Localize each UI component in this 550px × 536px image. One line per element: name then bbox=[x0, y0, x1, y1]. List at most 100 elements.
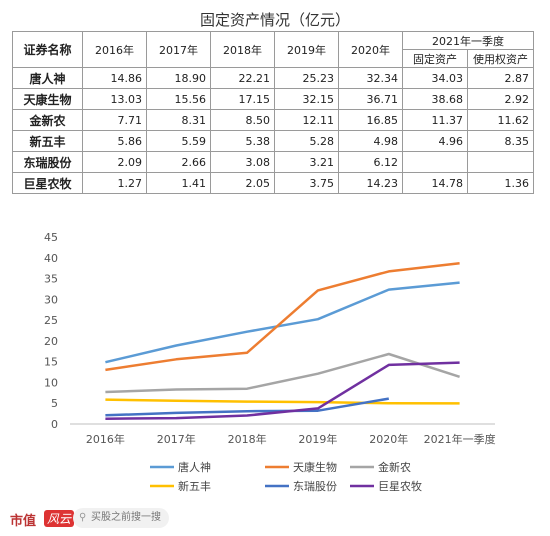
header-right-of-use-assets: 使用权资产 bbox=[467, 49, 534, 68]
series-line-4 bbox=[105, 397, 390, 417]
row-security-name: 金新农 bbox=[12, 109, 83, 131]
header-year: 2016年 bbox=[82, 31, 147, 68]
table-cell: 5.28 bbox=[274, 130, 339, 152]
brand-logo-accent: 风云 bbox=[44, 510, 75, 527]
table-cell: 16.85 bbox=[338, 109, 403, 131]
table-cell: 38.68 bbox=[402, 88, 468, 110]
table-cell: 13.03 bbox=[82, 88, 147, 110]
y-tick-label: 45 bbox=[44, 231, 58, 244]
search-icon: ⚲ bbox=[79, 512, 87, 523]
y-tick-label: 35 bbox=[44, 273, 58, 286]
y-tick-label: 25 bbox=[44, 314, 58, 327]
x-tick-label: 2021年一季度 bbox=[424, 432, 496, 446]
table-cell: 2.92 bbox=[467, 88, 534, 110]
row-security-name: 天康生物 bbox=[12, 88, 83, 110]
legend-label: 金新农 bbox=[378, 460, 411, 474]
table-row: 巨星农牧 1.27 1.41 2.05 3.75 14.23 14.78 1.36 bbox=[12, 172, 534, 194]
header-year: 2018年 bbox=[210, 31, 275, 68]
table-cell: 32.15 bbox=[274, 88, 339, 110]
series-line-1 bbox=[105, 262, 460, 372]
x-tick-label: 2017年 bbox=[157, 432, 196, 446]
y-tick-label: 10 bbox=[44, 376, 58, 389]
table-cell: 8.31 bbox=[146, 109, 211, 131]
table-cell: 22.21 bbox=[210, 67, 275, 89]
y-tick-label: 30 bbox=[44, 293, 58, 306]
legend-label: 东瑞股份 bbox=[293, 479, 337, 493]
header-security-name: 证券名称 bbox=[12, 31, 83, 68]
row-security-name: 唐人神 bbox=[12, 67, 83, 89]
header-year: 2017年 bbox=[146, 31, 211, 68]
table-row: 天康生物 13.03 15.56 17.15 32.15 36.71 38.68 2.92 bbox=[12, 88, 534, 110]
table-row: 东瑞股份 2.09 2.66 3.08 3.21 6.12 bbox=[12, 151, 534, 173]
table-cell bbox=[402, 151, 468, 173]
table-cell: 1.27 bbox=[82, 172, 147, 194]
table-cell: 8.50 bbox=[210, 109, 275, 131]
brand-logo: 市值 bbox=[10, 514, 37, 529]
table-cell: 7.71 bbox=[82, 109, 147, 131]
table-cell: 2.05 bbox=[210, 172, 275, 194]
table-cell: 2.09 bbox=[82, 151, 147, 173]
x-tick-label: 2018年 bbox=[228, 432, 267, 446]
legend-label: 唐人神 bbox=[178, 460, 211, 474]
table-cell bbox=[467, 151, 534, 173]
table-cell: 2.66 bbox=[146, 151, 211, 173]
table-cell: 11.37 bbox=[402, 109, 468, 131]
footer-bar: 市值 风云 ⚲ 买股之前搜一搜 bbox=[0, 502, 550, 536]
x-tick-label: 2020年 bbox=[369, 432, 408, 446]
legend-label: 新五丰 bbox=[178, 479, 211, 493]
table-cell: 3.08 bbox=[210, 151, 275, 173]
y-tick-label: 40 bbox=[44, 252, 58, 265]
legend-label: 巨星农牧 bbox=[378, 479, 422, 493]
series-line-2 bbox=[105, 352, 460, 394]
y-tick-label: 0 bbox=[51, 418, 58, 431]
x-tick-label: 2019年 bbox=[298, 432, 337, 446]
table-cell: 5.38 bbox=[210, 130, 275, 152]
table-cell: 12.11 bbox=[274, 109, 339, 131]
row-security-name: 巨星农牧 bbox=[12, 172, 83, 194]
table-cell: 4.96 bbox=[402, 130, 468, 152]
table-cell: 14.78 bbox=[402, 172, 468, 194]
fixed-assets-table: 证券名称 2016年 2017年 2018年 2019年 2020年 2021年… bbox=[12, 31, 534, 194]
table-cell: 1.36 bbox=[467, 172, 534, 194]
search-pill-text: 买股之前搜一搜 bbox=[91, 512, 161, 523]
header-fixed-assets: 固定资产 bbox=[402, 49, 468, 68]
table-cell: 1.41 bbox=[146, 172, 211, 194]
header-year: 2020年 bbox=[338, 31, 403, 68]
table-row: 金新农 7.71 8.31 8.50 12.11 16.85 11.37 11.62 bbox=[12, 109, 534, 131]
table-cell: 15.56 bbox=[146, 88, 211, 110]
table-cell: 3.21 bbox=[274, 151, 339, 173]
table-cell: 2.87 bbox=[467, 67, 534, 89]
x-tick-label: 2016年 bbox=[86, 432, 125, 446]
table-cell: 36.71 bbox=[338, 88, 403, 110]
legend-label: 天康生物 bbox=[293, 460, 337, 474]
table-cell: 17.15 bbox=[210, 88, 275, 110]
series-line-0 bbox=[105, 281, 460, 364]
y-tick-label: 15 bbox=[44, 356, 58, 369]
y-tick-label: 5 bbox=[51, 397, 58, 410]
table-cell: 8.35 bbox=[467, 130, 534, 152]
row-security-name: 新五丰 bbox=[12, 130, 83, 152]
y-tick-label: 20 bbox=[44, 335, 58, 348]
table-cell: 11.62 bbox=[467, 109, 534, 131]
table-cell: 3.75 bbox=[274, 172, 339, 194]
series-line-5 bbox=[105, 361, 460, 420]
table-cell: 32.34 bbox=[338, 67, 403, 89]
row-security-name: 东瑞股份 bbox=[12, 151, 83, 173]
search-pill[interactable]: ⚲ 买股之前搜一搜 bbox=[73, 508, 169, 528]
series-line-3 bbox=[105, 398, 460, 405]
table-cell: 14.23 bbox=[338, 172, 403, 194]
fixed-assets-line-chart: 0 5 10 15 20 25 30 35 40 45 2016年 2017年 2018年 2019年 20… bbox=[44, 231, 496, 493]
chart-title: 固定资产情况（亿元） bbox=[199, 11, 350, 29]
table-cell: 18.90 bbox=[146, 67, 211, 89]
table-cell: 4.98 bbox=[338, 130, 403, 152]
table-cell: 5.59 bbox=[146, 130, 211, 152]
table-cell: 14.86 bbox=[82, 67, 147, 89]
table-cell: 25.23 bbox=[274, 67, 339, 89]
table-row: 新五丰 5.86 5.59 5.38 5.28 4.98 4.96 8.35 bbox=[12, 130, 534, 152]
table-cell: 5.86 bbox=[82, 130, 147, 152]
header-year: 2019年 bbox=[274, 31, 339, 68]
table-cell: 6.12 bbox=[338, 151, 403, 173]
header-q1-group: 2021年一季度 bbox=[402, 31, 534, 50]
table-row: 唐人神 14.86 18.90 22.21 25.23 32.34 34.03 2.87 bbox=[12, 67, 534, 89]
table-cell: 34.03 bbox=[402, 67, 468, 89]
